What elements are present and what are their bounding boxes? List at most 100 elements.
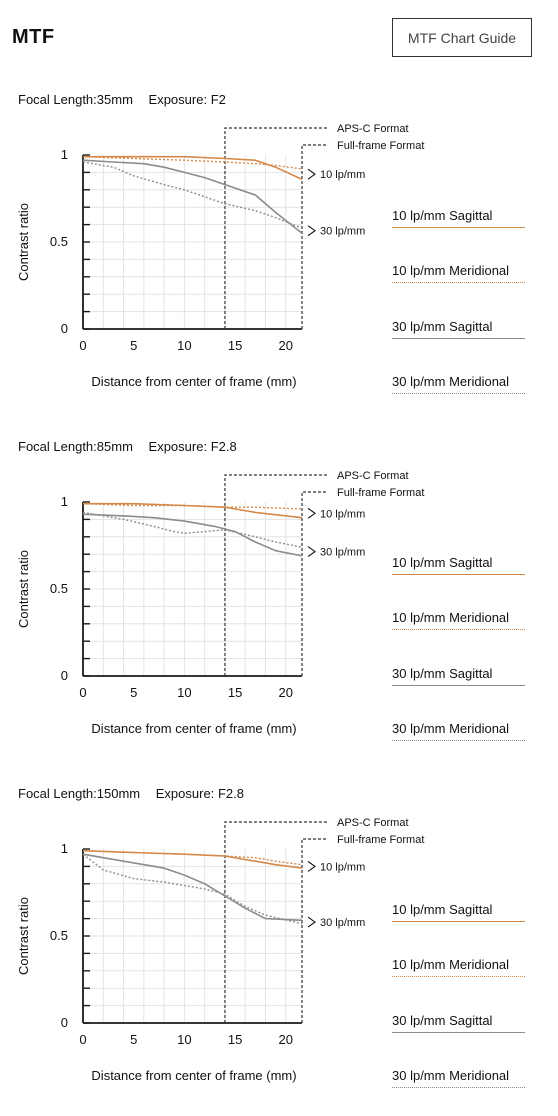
series-30lp-sagittal [82,513,303,557]
focal-length-value: 35mm [96,92,133,107]
x-tick-label: 15 [228,338,242,353]
legend-10lp-meridional: 10 lp/mm Meridional [392,610,525,630]
focal-length-value: 85mm [96,439,133,454]
y-tick-label: 1 [61,494,68,509]
chart-header: Focal Length:85mm Exposure: F2.8 [18,439,237,454]
y-tick-label: 0 [61,321,68,336]
legend-10lp-meridional: 10 lp/mm Meridional [392,263,525,283]
x-tick-label: 10 [177,685,191,700]
lp10-bracket-icon [307,860,316,872]
series-30lp-meridional [82,853,303,925]
legend-label: 10 lp/mm Meridional [392,610,510,625]
lp30-label: 30 lp/mm [320,547,365,559]
y-tick-label: 0.5 [50,234,68,249]
legend-30lp-meridional: 30 lp/mm Meridional [392,721,525,741]
series-10lp-meridional [82,156,303,170]
focal-length-label: Focal Length: [18,439,97,454]
legend-line-dotted-orange [392,629,525,630]
x-tick-label: 15 [228,1032,242,1047]
legend-line-dotted-gray [392,1087,525,1088]
exposure-value: F2 [210,92,226,107]
x-tick-label: 20 [279,1032,293,1047]
lp10-bracket-icon [307,507,316,519]
legend-line-solid-gray [392,685,525,686]
y-tick-label: 0 [61,668,68,683]
lp30-label: 30 lp/mm [320,917,365,929]
mtf-chart-section-85mm: 0 0.5 1 0 5 10 15 20 Contrast ratio Distance from… [0,439,558,769]
lp30-bracket-icon [307,225,316,237]
x-tick-label: 0 [79,338,86,353]
exposure-label: Exposure: [148,92,208,107]
legend-label: 10 lp/mm Sagittal [392,555,493,570]
mtf-chart-section-150mm: 0 0.5 1 0 5 10 15 20 Contrast ratio Distance from… [0,786,558,1116]
legend-30lp-sagittal: 30 lp/mm Sagittal [392,666,525,686]
x-axis-title: Distance from center of frame (mm) [91,1068,296,1083]
apsc-boundary-line [224,474,328,676]
mtf-chart-guide-button[interactable]: MTF Chart Guide [392,18,532,57]
x-tick-label: 15 [228,685,242,700]
series-30lp-meridional [82,511,303,548]
exposure-label: Exposure: [155,786,215,801]
legend-30lp-meridional: 30 lp/mm Meridional [392,374,525,394]
x-tick-label: 20 [279,685,293,700]
y-tick-label: 0 [61,1015,68,1030]
x-tick-label: 0 [79,1032,86,1047]
chart-header: Focal Length:150mm Exposure: F2.8 [18,786,244,801]
legend-10lp-sagittal: 10 lp/mm Sagittal [392,208,525,228]
exposure-value: F2.8 [210,439,237,454]
apsc-boundary-line [224,127,328,329]
series-30lp-sagittal [82,853,303,922]
legend-30lp-sagittal: 30 lp/mm Sagittal [392,319,525,339]
focal-length-label: Focal Length: [18,786,97,801]
y-tick-label: 1 [61,841,68,856]
y-axis-title: Contrast ratio [16,203,31,281]
series-10lp-sagittal [83,155,303,181]
lp30-label: 30 lp/mm [320,226,365,238]
series-10lp-sagittal [82,849,303,869]
legend-10lp-meridional: 10 lp/mm Meridional [392,957,525,977]
y-tick-label: 0.5 [50,928,68,943]
legend-line-solid-orange [392,921,525,922]
legend-label: 10 lp/mm Meridional [392,263,510,278]
x-tick-label: 5 [130,338,137,353]
x-tick-label: 10 [177,338,191,353]
legend-line-dotted-gray [392,393,525,394]
legend-label: 30 lp/mm Sagittal [392,1013,493,1028]
series-10lp-meridional [82,850,303,866]
y-tick-label: 0.5 [50,581,68,596]
series-10lp-meridional [82,503,303,510]
x-tick-label: 5 [130,685,137,700]
legend-label: 10 lp/mm Sagittal [392,902,493,917]
series-30lp-meridional [82,161,303,229]
fullframe-boundary-line [301,838,328,1023]
legend-10lp-sagittal: 10 lp/mm Sagittal [392,902,525,922]
fullframe-format-label: Full-frame Format [337,487,424,499]
legend-label: 30 lp/mm Meridional [392,1068,510,1083]
apsc-format-label: APS-C Format [337,817,409,829]
fullframe-format-label: Full-frame Format [337,834,424,846]
legend-label: 30 lp/mm Meridional [392,374,510,389]
lp10-label: 10 lp/mm [320,169,365,181]
y-axis-title: Contrast ratio [16,550,31,628]
x-tick-label: 10 [177,1032,191,1047]
legend-label: 30 lp/mm Meridional [392,721,510,736]
legend-label: 30 lp/mm Sagittal [392,666,493,681]
x-tick-label: 5 [130,1032,137,1047]
legend-line-solid-orange [392,227,525,228]
legend-30lp-meridional: 30 lp/mm Meridional [392,1068,525,1088]
legend-line-solid-gray [392,1032,525,1033]
x-axis-title: Distance from center of frame (mm) [91,374,296,389]
legend-label: 10 lp/mm Sagittal [392,208,493,223]
apsc-format-label: APS-C Format [337,470,409,482]
chart-header: Focal Length:35mm Exposure: F2 [18,92,226,107]
legend-line-solid-gray [392,338,525,339]
legend-10lp-sagittal: 10 lp/mm Sagittal [392,555,525,575]
lp10-label: 10 lp/mm [320,861,365,873]
focal-length-label: Focal Length: [18,92,97,107]
lp30-bracket-icon [307,546,316,558]
x-tick-label: 20 [279,338,293,353]
exposure-value: F2.8 [217,786,244,801]
